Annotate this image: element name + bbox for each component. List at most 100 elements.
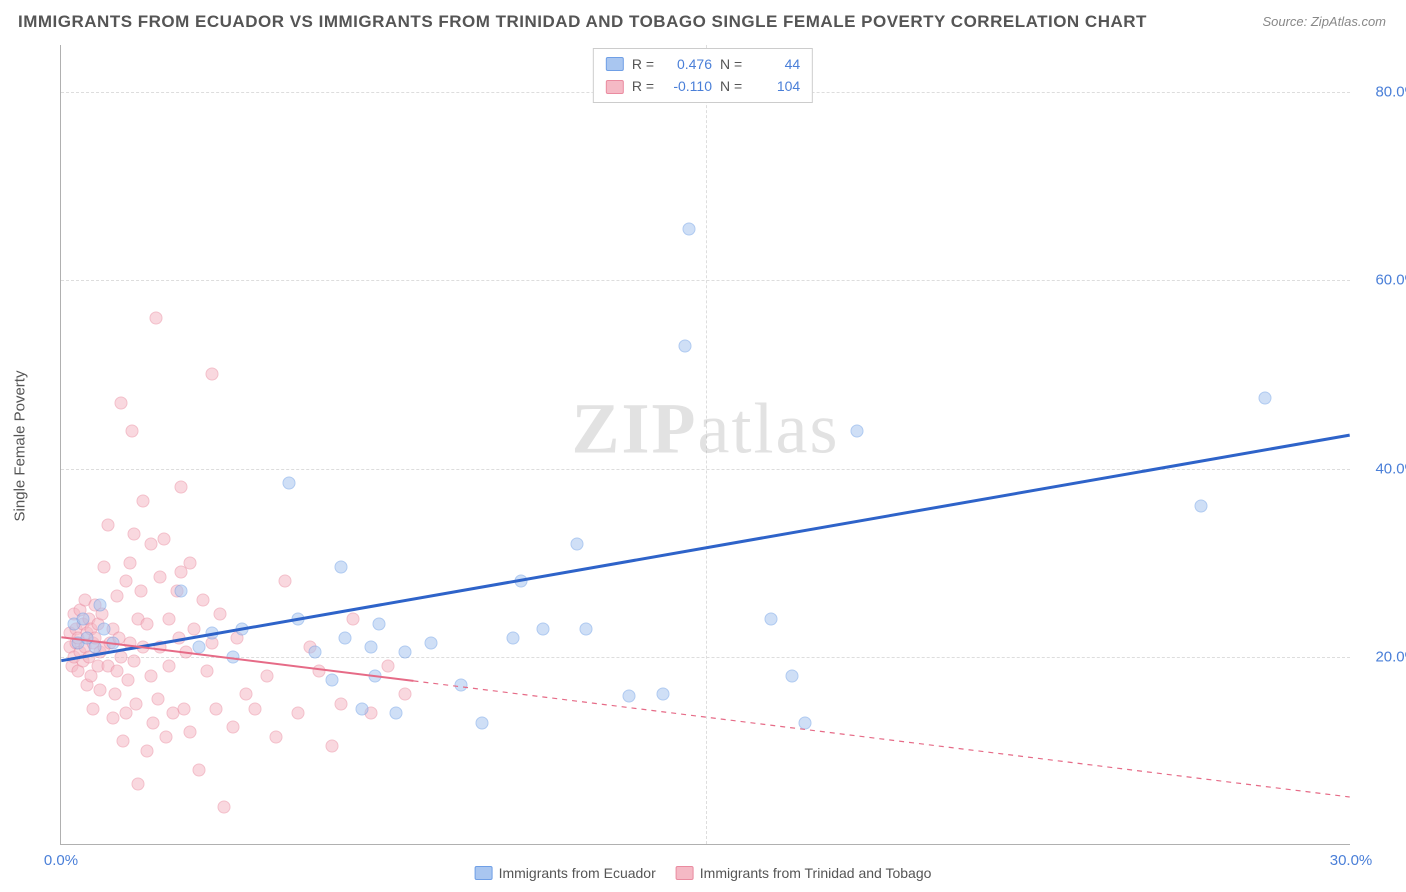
- n-label: N =: [720, 53, 742, 75]
- data-point: [515, 575, 528, 588]
- y-tick-label: 20.0%: [1375, 648, 1406, 665]
- data-point: [291, 613, 304, 626]
- source-attribution: Source: ZipAtlas.com: [1262, 14, 1386, 29]
- data-point: [798, 716, 811, 729]
- data-point: [338, 631, 351, 644]
- data-point: [141, 744, 154, 757]
- data-point: [227, 650, 240, 663]
- data-point: [270, 730, 283, 743]
- data-point: [141, 617, 154, 630]
- data-point: [151, 693, 164, 706]
- y-tick-label: 60.0%: [1375, 272, 1406, 289]
- data-point: [209, 702, 222, 715]
- data-point: [261, 669, 274, 682]
- data-point: [364, 641, 377, 654]
- data-point: [134, 584, 147, 597]
- legend-swatch-ecuador: [606, 57, 624, 71]
- data-point: [536, 622, 549, 635]
- data-point: [356, 702, 369, 715]
- r-value-ecuador: 0.476: [662, 53, 712, 75]
- data-point: [162, 660, 175, 673]
- data-point: [188, 622, 201, 635]
- data-point: [102, 519, 115, 532]
- data-point: [179, 646, 192, 659]
- data-point: [184, 726, 197, 739]
- data-point: [214, 608, 227, 621]
- data-point: [347, 613, 360, 626]
- stats-legend-row-2: R = -0.110 N = 104: [606, 75, 800, 97]
- legend-swatch-ecuador-icon: [475, 866, 493, 880]
- data-point: [368, 669, 381, 682]
- data-point: [128, 655, 141, 668]
- data-point: [177, 702, 190, 715]
- data-point: [1194, 500, 1207, 513]
- data-point: [93, 683, 106, 696]
- data-point: [184, 556, 197, 569]
- legend-item-ecuador: Immigrants from Ecuador: [475, 865, 656, 881]
- data-point: [158, 533, 171, 546]
- data-point: [201, 664, 214, 677]
- data-point: [87, 702, 100, 715]
- data-point: [682, 222, 695, 235]
- data-point: [579, 622, 592, 635]
- data-point: [205, 368, 218, 381]
- x-tick-label: 30.0%: [1330, 852, 1373, 869]
- data-point: [153, 570, 166, 583]
- legend-swatch-trinidad-icon: [676, 866, 694, 880]
- data-point: [136, 641, 149, 654]
- n-label: N =: [720, 75, 742, 97]
- data-point: [399, 646, 412, 659]
- data-point: [282, 476, 295, 489]
- y-tick-label: 40.0%: [1375, 460, 1406, 477]
- data-point: [506, 631, 519, 644]
- data-point: [399, 688, 412, 701]
- data-point: [123, 556, 136, 569]
- data-point: [1259, 391, 1272, 404]
- data-point: [98, 622, 111, 635]
- data-point: [381, 660, 394, 673]
- data-point: [192, 763, 205, 776]
- data-point: [308, 646, 321, 659]
- data-point: [334, 697, 347, 710]
- data-point: [130, 697, 143, 710]
- data-point: [93, 599, 106, 612]
- grid-line-vertical: [706, 45, 707, 844]
- plot-area: ZIPatlas 20.0%40.0%60.0%80.0%0.0%30.0%: [60, 45, 1350, 845]
- data-point: [622, 690, 635, 703]
- legend-swatch-trinidad: [606, 80, 624, 94]
- data-point: [325, 740, 338, 753]
- data-point: [424, 636, 437, 649]
- data-point: [106, 636, 119, 649]
- data-point: [235, 622, 248, 635]
- data-point: [192, 641, 205, 654]
- data-point: [123, 636, 136, 649]
- data-point: [476, 716, 489, 729]
- data-point: [153, 641, 166, 654]
- n-value-trinidad: 104: [750, 75, 800, 97]
- data-point: [128, 528, 141, 541]
- data-point: [147, 716, 160, 729]
- r-label: R =: [632, 75, 654, 97]
- legend-label-ecuador: Immigrants from Ecuador: [499, 865, 656, 881]
- r-label: R =: [632, 53, 654, 75]
- legend-item-trinidad: Immigrants from Trinidad and Tobago: [676, 865, 932, 881]
- data-point: [239, 688, 252, 701]
- data-point: [115, 650, 128, 663]
- data-point: [132, 777, 145, 790]
- y-tick-label: 80.0%: [1375, 84, 1406, 101]
- data-point: [764, 613, 777, 626]
- data-point: [89, 641, 102, 654]
- data-point: [325, 674, 338, 687]
- data-point: [76, 613, 89, 626]
- data-point: [119, 575, 132, 588]
- chart-container: IMMIGRANTS FROM ECUADOR VS IMMIGRANTS FR…: [0, 0, 1406, 892]
- n-value-ecuador: 44: [750, 53, 800, 75]
- data-point: [121, 674, 134, 687]
- data-point: [119, 707, 132, 720]
- stats-legend: R = 0.476 N = 44 R = -0.110 N = 104: [593, 48, 813, 103]
- data-point: [786, 669, 799, 682]
- data-point: [136, 495, 149, 508]
- regression-line: [413, 681, 1349, 797]
- data-point: [454, 679, 467, 692]
- data-point: [657, 688, 670, 701]
